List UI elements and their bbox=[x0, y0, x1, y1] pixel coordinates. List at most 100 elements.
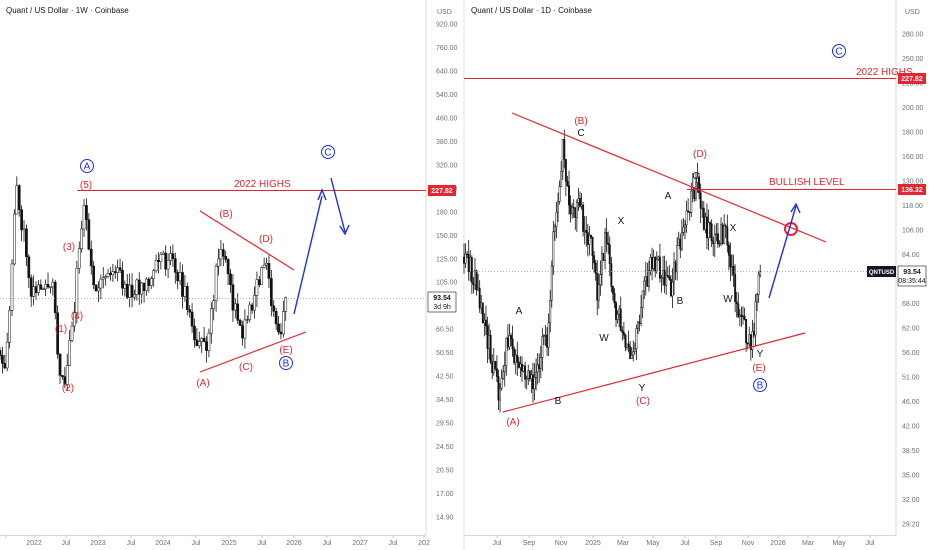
candle-body bbox=[712, 240, 715, 244]
price-tick-label: 640.00 bbox=[436, 68, 458, 75]
daily-wave-label: A bbox=[665, 191, 672, 202]
weekly-last-price-text: 93.54 bbox=[433, 295, 451, 302]
weekly-chart-panel[interactable]: Quant / US Dollar · 1W · Coinbase USD 92… bbox=[0, 0, 458, 550]
candle-body bbox=[20, 209, 23, 231]
candle-body bbox=[735, 301, 738, 305]
candle-body bbox=[46, 284, 50, 288]
candle-body bbox=[690, 190, 693, 213]
candle-body bbox=[250, 304, 254, 311]
candle-body bbox=[193, 325, 196, 341]
candle-body bbox=[641, 290, 644, 308]
time-tick-label: 2027 bbox=[352, 540, 368, 547]
candle-body bbox=[97, 287, 100, 292]
daily-wave-label: (C) bbox=[636, 396, 650, 407]
candle-body bbox=[77, 248, 81, 269]
weekly-wave-label: B bbox=[283, 359, 290, 370]
candle-body bbox=[596, 273, 599, 301]
candle-body bbox=[652, 257, 655, 269]
candle-body bbox=[463, 256, 465, 264]
candle-body bbox=[152, 270, 156, 279]
time-tick-label: Nov bbox=[742, 540, 755, 547]
candle-body bbox=[284, 297, 288, 312]
daily-wave-B-circle bbox=[753, 378, 767, 392]
candle-body bbox=[510, 335, 512, 340]
daily-wave-label: (A) bbox=[506, 417, 519, 428]
candle-body bbox=[541, 336, 544, 358]
candle-body bbox=[558, 186, 561, 202]
candle-body bbox=[563, 139, 566, 160]
candle-body bbox=[173, 258, 177, 273]
weekly-2022-highs-label: 2022 HIGHS bbox=[234, 179, 291, 190]
time-tick-label: Jul bbox=[681, 540, 690, 547]
candle-body bbox=[530, 374, 533, 380]
candle-body bbox=[676, 245, 679, 273]
daily-2022-level-tag-text: 227.82 bbox=[901, 76, 923, 83]
candle-body bbox=[519, 363, 522, 368]
candle-body bbox=[637, 321, 639, 329]
candle-body bbox=[219, 249, 223, 260]
candle-body bbox=[622, 332, 625, 336]
candle-body bbox=[99, 278, 103, 289]
price-tick-label: 250.00 bbox=[902, 56, 924, 63]
time-tick-label: Sep bbox=[710, 540, 723, 547]
candle-body bbox=[715, 233, 718, 235]
weekly-price-ticks: 920.00 760.00 640.00 540.00 460.00 380.00 320.… bbox=[436, 22, 458, 522]
candle-body bbox=[742, 315, 744, 318]
candle-body bbox=[489, 335, 492, 363]
time-tick-label: 2022 bbox=[26, 540, 42, 547]
weekly-projection-down-arrow bbox=[330, 177, 346, 233]
candle-body bbox=[253, 295, 256, 311]
candle-body bbox=[474, 270, 476, 286]
price-tick-label: 760.00 bbox=[436, 45, 458, 52]
daily-bullish-level-tag-text: 136.32 bbox=[901, 187, 923, 194]
candle-body bbox=[591, 237, 594, 257]
daily-chart-title: Quant / US Dollar · 1D · Coinbase bbox=[471, 6, 592, 15]
price-tick-label: 42.50 bbox=[436, 374, 454, 381]
candle-body bbox=[586, 232, 589, 245]
price-tick-label: 29.20 bbox=[902, 522, 920, 529]
candle-body bbox=[627, 343, 630, 347]
price-tick-label: 51.00 bbox=[902, 375, 920, 382]
candle-body bbox=[658, 256, 661, 279]
candle-body bbox=[89, 248, 93, 267]
daily-wave-label: Y bbox=[639, 383, 646, 394]
candle-body bbox=[202, 337, 206, 342]
candle-body bbox=[590, 235, 592, 238]
daily-wave-label: B bbox=[555, 396, 562, 407]
price-tick-label: 34.50 bbox=[436, 397, 454, 404]
candle-body bbox=[511, 338, 514, 350]
candle-body bbox=[597, 284, 600, 301]
candle-body bbox=[655, 259, 658, 272]
time-tick-label: Jul bbox=[493, 540, 502, 547]
candle-body bbox=[610, 263, 613, 287]
candle-body bbox=[5, 341, 9, 369]
candle-body bbox=[669, 278, 672, 297]
weekly-wave-B-circle bbox=[279, 356, 293, 370]
weekly-triangle-lower-line bbox=[199, 331, 307, 373]
candle-body bbox=[738, 314, 741, 317]
candle-body bbox=[37, 284, 40, 293]
candle-body bbox=[566, 181, 569, 186]
candle-body bbox=[185, 286, 189, 310]
candle-body bbox=[145, 278, 148, 291]
candle-body bbox=[577, 198, 580, 203]
daily-wave-label: X bbox=[618, 216, 625, 227]
candle-body bbox=[260, 267, 264, 286]
daily-symbol-tag bbox=[867, 266, 896, 277]
price-tick-label: 46.00 bbox=[902, 399, 920, 406]
candle-body bbox=[710, 223, 713, 242]
price-tick-label: 50.50 bbox=[436, 350, 454, 357]
daily-wave-label: W bbox=[599, 333, 609, 344]
weekly-projection-up-arrow bbox=[293, 195, 323, 315]
candle-body bbox=[123, 283, 127, 289]
candle-body bbox=[569, 204, 572, 215]
candle-body bbox=[478, 287, 481, 309]
candle-body bbox=[118, 267, 122, 271]
daily-chart-panel[interactable]: Quant / US Dollar · 1D · Coinbase USD 28… bbox=[463, 0, 927, 547]
weekly-candles bbox=[0, 176, 288, 391]
candle-body bbox=[753, 331, 755, 336]
price-tick-label: 17.00 bbox=[436, 491, 454, 498]
candle-body bbox=[680, 232, 683, 250]
